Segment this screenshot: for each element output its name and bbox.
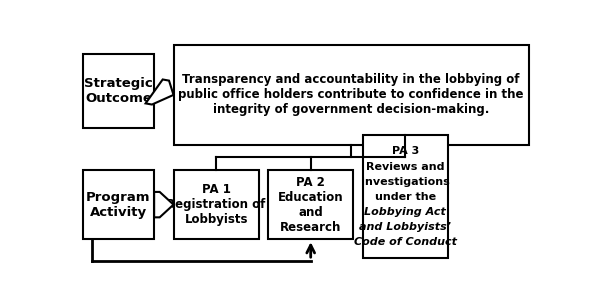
Bar (174, 45, 528, 145)
Text: Code of Conduct: Code of Conduct (354, 237, 457, 247)
Text: PA 2
Education
and
Research: PA 2 Education and Research (278, 176, 343, 234)
Text: Lobbying Act: Lobbying Act (364, 207, 446, 217)
Text: Strategic
Outcome: Strategic Outcome (84, 77, 153, 105)
Polygon shape (154, 192, 174, 217)
Bar (83, 55, 154, 128)
Text: PA 1
Registration of
Lobbyists: PA 1 Registration of Lobbyists (167, 183, 266, 226)
Bar (174, 170, 259, 239)
Bar (83, 170, 154, 239)
Polygon shape (146, 80, 174, 104)
Bar (268, 170, 353, 239)
Text: PA 3: PA 3 (392, 146, 419, 157)
Text: under the: under the (375, 191, 436, 202)
Text: Reviews and: Reviews and (366, 161, 444, 172)
Text: Investigations: Investigations (361, 176, 450, 187)
Bar (362, 135, 448, 258)
Text: Program
Activity: Program Activity (86, 190, 151, 219)
Text: Transparency and accountability in the lobbying of
public office holders contrib: Transparency and accountability in the l… (178, 74, 524, 116)
Text: and Lobbyists’: and Lobbyists’ (359, 222, 451, 232)
